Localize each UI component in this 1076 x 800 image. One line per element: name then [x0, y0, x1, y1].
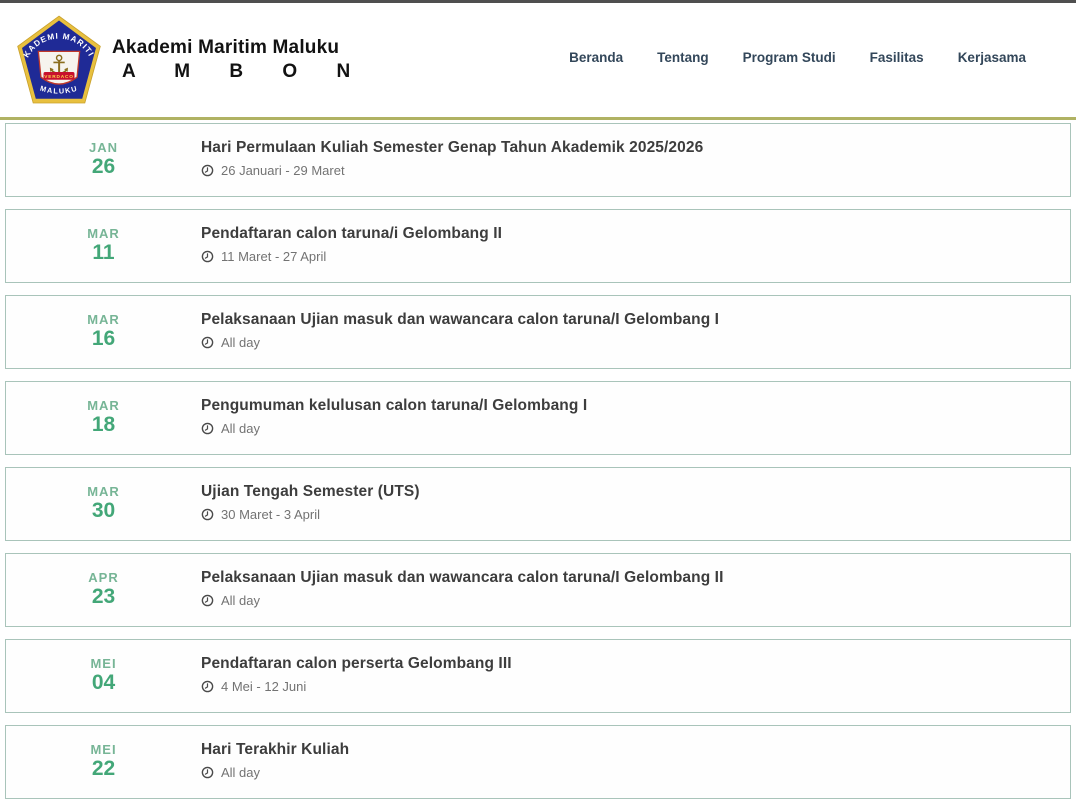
event-time: All day [221, 593, 261, 608]
nav-link[interactable]: Beranda [569, 49, 624, 65]
event-month: MAR [87, 226, 120, 241]
event-info: Hari Terakhir Kuliah All day [201, 726, 1070, 798]
event-card[interactable]: MAR 30 Ujian Tengah Semester (UTS) 30 Ma… [5, 467, 1071, 541]
event-info: Pengumuman kelulusan calon taruna/I Gelo… [201, 382, 1070, 454]
event-card[interactable]: APR 23 Pelaksanaan Ujian masuk dan wawan… [5, 553, 1071, 627]
event-time: All day [221, 421, 261, 436]
event-card[interactable]: MAR 16 Pelaksanaan Ujian masuk dan wawan… [5, 295, 1071, 369]
header-divider [0, 117, 1076, 120]
event-month: APR [88, 570, 119, 585]
nav-link[interactable]: Kerjasama [957, 49, 1026, 65]
event-title[interactable]: Pendaftaran calon perserta Gelombang III [201, 655, 512, 672]
clock-icon [201, 164, 214, 177]
event-date-badge: MAR 11 [6, 210, 201, 282]
top-border [0, 0, 1076, 3]
nav-link[interactable]: Program Studi [742, 49, 836, 65]
nav-link[interactable]: Tentang [657, 49, 709, 65]
event-date-badge: JAN 26 [6, 124, 201, 196]
event-title[interactable]: Hari Permulaan Kuliah Semester Genap Tah… [201, 139, 704, 156]
event-card[interactable]: MAR 11 Pendaftaran calon taruna/i Gelomb… [5, 209, 1071, 283]
event-date-badge: MAR 18 [6, 382, 201, 454]
event-info: Hari Permulaan Kuliah Semester Genap Tah… [201, 124, 1070, 196]
nav-link[interactable]: Fasilitas [869, 49, 924, 65]
clock-icon [201, 250, 214, 263]
event-month: MEI [90, 656, 117, 671]
event-info: Pelaksanaan Ujian masuk dan wawancara ca… [201, 554, 1070, 626]
svg-text:MALUKU: MALUKU [39, 84, 79, 96]
event-day: 11 [92, 241, 115, 264]
event-day: 23 [91, 585, 116, 608]
event-time: 11 Maret - 27 April [221, 249, 327, 264]
clock-icon [201, 680, 214, 693]
event-date-badge: MAR 16 [6, 296, 201, 368]
event-list: JAN 26 Hari Permulaan Kuliah Semester Ge… [0, 120, 1076, 799]
event-card[interactable]: MAR 18 Pengumuman kelulusan calon taruna… [5, 381, 1071, 455]
event-month: MAR [87, 312, 120, 327]
clock-icon [201, 594, 214, 607]
event-title[interactable]: Pendaftaran calon taruna/i Gelombang II [201, 225, 503, 242]
event-month: JAN [88, 140, 118, 155]
event-month: MEI [90, 742, 117, 757]
event-time: 4 Mei - 12 Juni [221, 679, 307, 694]
event-time: 26 Januari - 29 Maret [221, 163, 345, 178]
event-time-row: 30 Maret - 3 April [201, 507, 1070, 522]
event-time-row: All day [201, 335, 1070, 350]
event-time-row: All day [201, 421, 1070, 436]
event-month: MAR [87, 398, 120, 413]
brand[interactable]: AKADEMI MARITIM ⚓ VERDACO MALUKU Akademi… [16, 15, 367, 105]
event-time: All day [221, 765, 261, 780]
main-nav: Beranda Tentang Program Studi Fasilitas … [569, 50, 1026, 65]
event-info: Pelaksanaan Ujian masuk dan wawancara ca… [201, 296, 1070, 368]
event-day: 16 [91, 327, 116, 350]
academy-logo-icon: AKADEMI MARITIM ⚓ VERDACO MALUKU [16, 15, 101, 104]
event-title[interactable]: Hari Terakhir Kuliah [201, 741, 350, 758]
event-card[interactable]: MEI 22 Hari Terakhir Kuliah All day [5, 725, 1071, 799]
event-card[interactable]: JAN 26 Hari Permulaan Kuliah Semester Ge… [5, 123, 1071, 197]
event-info: Pendaftaran calon taruna/i Gelombang II … [201, 210, 1070, 282]
clock-icon [201, 766, 214, 779]
event-date-badge: MEI 22 [6, 726, 201, 798]
event-time-row: All day [201, 765, 1070, 780]
event-day: 22 [91, 757, 116, 780]
event-time-row: All day [201, 593, 1070, 608]
event-card[interactable]: MEI 04 Pendaftaran calon perserta Gelomb… [5, 639, 1071, 713]
clock-icon [201, 336, 214, 349]
event-month: MAR [87, 484, 120, 499]
event-day: 04 [91, 671, 116, 694]
event-day: 18 [91, 413, 116, 436]
svg-text:VERDACO: VERDACO [44, 74, 74, 80]
event-time-row: 4 Mei - 12 Juni [201, 679, 1070, 694]
event-time: All day [221, 335, 261, 350]
brand-title: Akademi Maritim Maluku [112, 37, 340, 58]
event-title[interactable]: Pelaksanaan Ujian masuk dan wawancara ca… [201, 311, 720, 328]
event-date-badge: APR 23 [6, 554, 201, 626]
event-day: 26 [91, 155, 116, 178]
clock-icon [201, 508, 214, 521]
brand-subtitle: A M B O N [122, 61, 368, 82]
event-time: 30 Maret - 3 April [221, 507, 320, 522]
site-header: AKADEMI MARITIM ⚓ VERDACO MALUKU Akademi… [0, 3, 1076, 117]
event-date-badge: MAR 30 [6, 468, 201, 540]
event-date-badge: MEI 04 [6, 640, 201, 712]
event-title[interactable]: Pengumuman kelulusan calon taruna/I Gelo… [201, 397, 588, 414]
event-time-row: 11 Maret - 27 April [201, 249, 1070, 264]
brand-text: Akademi Maritim Maluku A M B O N [112, 37, 367, 83]
event-info: Pendaftaran calon perserta Gelombang III… [201, 640, 1070, 712]
event-time-row: 26 Januari - 29 Maret [201, 163, 1070, 178]
event-title[interactable]: Pelaksanaan Ujian masuk dan wawancara ca… [201, 569, 724, 586]
event-info: Ujian Tengah Semester (UTS) 30 Maret - 3… [201, 468, 1070, 540]
event-title[interactable]: Ujian Tengah Semester (UTS) [201, 483, 420, 500]
clock-icon [201, 422, 214, 435]
event-day: 30 [91, 499, 116, 522]
